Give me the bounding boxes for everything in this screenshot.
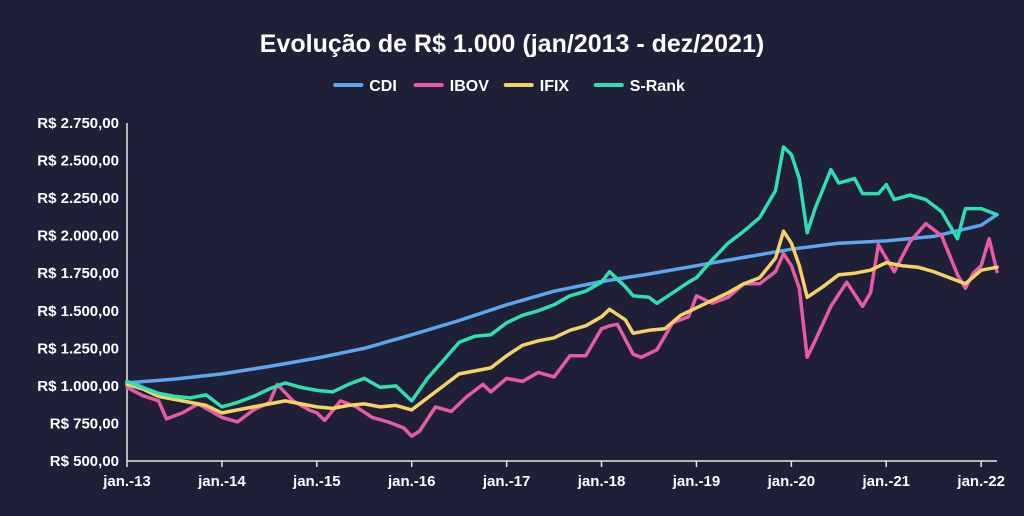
y-tick-label: R$ 1.750,00 bbox=[37, 265, 119, 282]
x-tick-label: jan.-14 bbox=[197, 473, 246, 490]
y-tick-label: R$ 2.000,00 bbox=[37, 228, 119, 245]
series-group bbox=[125, 145, 999, 438]
legend-item-s-rank[interactable]: S-Rank bbox=[593, 78, 685, 95]
legend-label: S-Rank bbox=[630, 78, 685, 95]
legend-label: IBOV bbox=[450, 78, 489, 95]
x-tick-label: jan.-15 bbox=[292, 473, 341, 490]
chart-title: Evolução de R$ 1.000 (jan/2013 - dez/202… bbox=[260, 30, 764, 58]
x-tick-label: jan.-18 bbox=[577, 473, 626, 490]
x-tick-label: jan.-16 bbox=[387, 473, 436, 490]
y-axis: R$ 500,00 R$ 750,00 R$ 1.000,00 R$ 1.250,00… bbox=[37, 115, 128, 470]
series-line-s-rank bbox=[125, 145, 999, 409]
x-tick-label: jan.-21 bbox=[862, 473, 911, 490]
legend-label: CDI bbox=[369, 78, 397, 95]
x-tick-label: jan.-19 bbox=[672, 473, 721, 490]
legend-label: IFIX bbox=[540, 78, 570, 95]
y-tick-label: R$ 750,00 bbox=[50, 415, 119, 432]
legend-item-cdi[interactable]: CDI bbox=[333, 78, 397, 95]
y-tick-label: R$ 2.250,00 bbox=[37, 190, 119, 207]
y-tick-label: R$ 1.250,00 bbox=[37, 340, 119, 357]
legend-item-ibov[interactable]: IBOV bbox=[413, 78, 489, 95]
y-tick-label: R$ 500,00 bbox=[50, 453, 119, 470]
y-tick-label: R$ 2.750,00 bbox=[37, 115, 119, 132]
x-tick-label: jan.-20 bbox=[767, 473, 816, 490]
x-tick-label: jan.-13 bbox=[102, 473, 151, 490]
y-tick-label: R$ 1.000,00 bbox=[37, 378, 119, 395]
y-tick-label: R$ 1.500,00 bbox=[37, 303, 119, 320]
legend-item-ifix[interactable]: IFIX bbox=[503, 78, 570, 95]
series-line-ifix bbox=[125, 229, 999, 415]
x-axis: jan.-13 jan.-14 jan.-15 jan.-16 jan.-17 jan.-… bbox=[102, 460, 1005, 490]
series-line-cdi bbox=[125, 212, 999, 385]
series-line-ibov bbox=[125, 221, 999, 438]
x-tick-label: jan.-17 bbox=[482, 473, 531, 490]
y-tick-label: R$ 2.500,00 bbox=[37, 153, 119, 170]
x-tick-label: jan.-22 bbox=[956, 473, 1005, 490]
legend: CDI IBOV IFIX S-Rank bbox=[333, 78, 685, 95]
